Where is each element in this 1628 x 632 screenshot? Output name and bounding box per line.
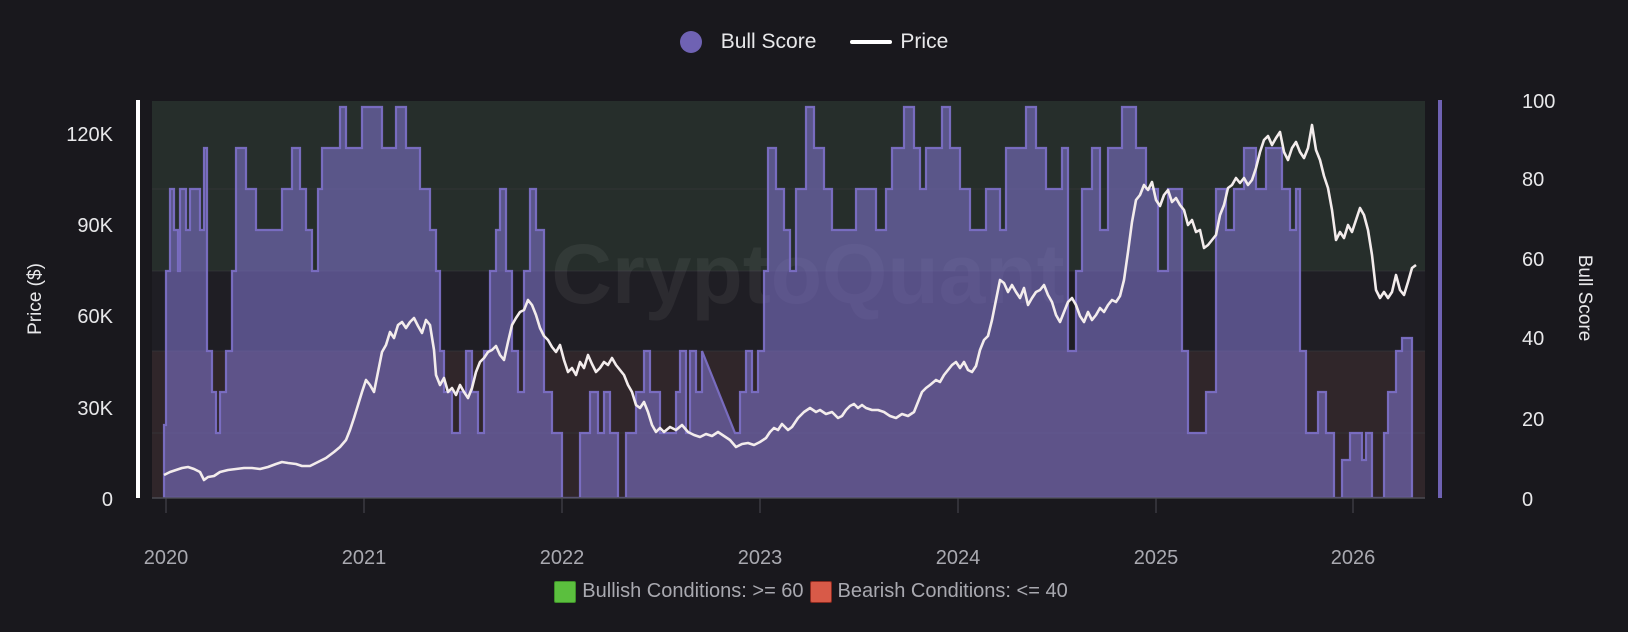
x-tick: 2021 — [342, 547, 387, 569]
chart-legend: Bull Score Price — [0, 30, 1628, 54]
price-tick: 120K — [66, 124, 113, 146]
legend-item-price[interactable]: Price — [850, 30, 948, 54]
bull-score-tick: 20 — [1522, 409, 1544, 431]
bull-score-dot-icon — [679, 31, 702, 53]
x-tick: 2020 — [144, 547, 189, 569]
legend-label: Bull Score — [720, 30, 817, 53]
legend-item-bull-score[interactable]: Bull Score — [679, 30, 817, 54]
price-line-icon — [850, 40, 893, 44]
bull-score-axis-bar — [1438, 100, 1442, 498]
price-axis-ticks: 0 30K 60K 90K 120K — [66, 124, 113, 511]
x-axis-tick-marks — [165, 498, 1354, 513]
price-series — [163, 123, 1417, 482]
red-square-icon — [809, 580, 832, 603]
x-tick: 2023 — [738, 547, 783, 569]
price-tick: 90K — [77, 215, 113, 237]
legend-label: Price — [900, 30, 949, 53]
bull-score-tick: 40 — [1522, 328, 1544, 350]
x-tick: 2022 — [540, 547, 585, 569]
bull-score-axis-title: Bull Score — [1574, 255, 1595, 342]
price-tick: 0 — [102, 489, 113, 511]
price-axis-title: Price ($) — [25, 263, 46, 335]
x-tick: 2025 — [1134, 547, 1179, 569]
price-tick: 30K — [77, 398, 113, 420]
x-tick: 2024 — [936, 547, 981, 569]
zone-legend-footer: Bullish Conditions: >= 60 Bearish Condit… — [0, 580, 1628, 603]
green-square-icon — [554, 580, 577, 603]
bull-score-tick: 0 — [1522, 489, 1533, 511]
price-axis-bar — [136, 100, 140, 498]
bull-score-tick: 100 — [1522, 91, 1555, 113]
bull-score-axis-ticks: 0 20 40 60 80 100 — [1522, 91, 1555, 511]
bearish-conditions-label: Bearish Conditions: <= 40 — [837, 580, 1068, 602]
x-tick: 2026 — [1331, 547, 1376, 569]
bull-score-series — [162, 105, 1414, 498]
price-tick: 60K — [77, 306, 113, 328]
bull-score-tick: 80 — [1522, 169, 1544, 191]
x-axis-ticks: 2020 2021 2022 2023 2024 2025 2026 — [144, 547, 1376, 569]
bull-score-tick: 60 — [1522, 249, 1544, 271]
bullish-conditions-label: Bullish Conditions: >= 60 — [582, 580, 804, 602]
